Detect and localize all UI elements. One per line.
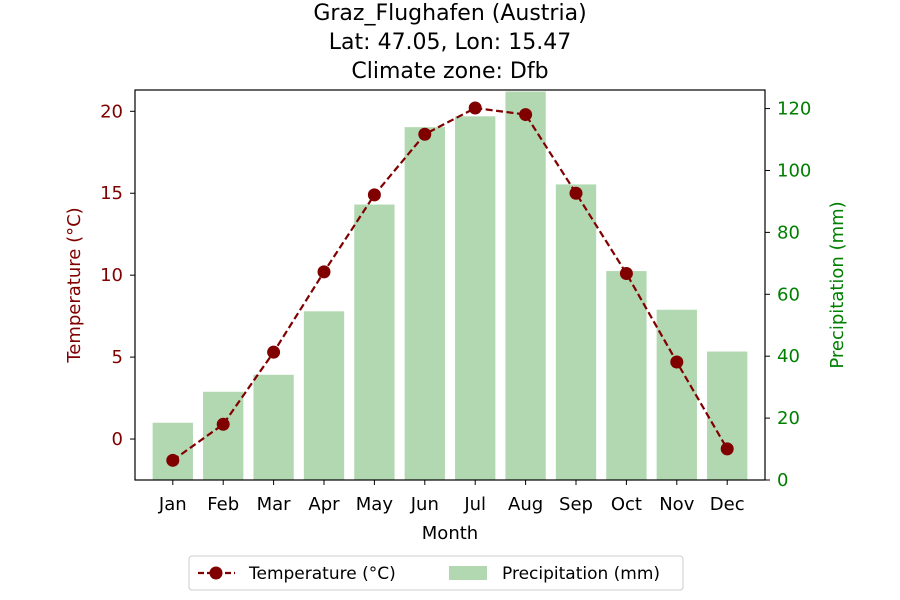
legend-temperature-marker	[209, 566, 223, 580]
left-y-tick-label: 10	[100, 265, 123, 286]
x-tick-label: Aug	[508, 494, 543, 515]
left-y-tick-label: 20	[100, 101, 123, 122]
right-y-tick-label: 60	[777, 284, 800, 305]
temperature-point	[619, 267, 633, 281]
plot-frame	[134, 89, 766, 481]
temperature-point	[216, 417, 230, 431]
x-axis-label: Month	[422, 523, 478, 544]
temperature-point	[418, 127, 432, 141]
precipitation-bar	[606, 271, 647, 480]
right-y-axis: 0 20 40 60 80 100 120	[765, 99, 811, 491]
temperature-point	[367, 188, 381, 202]
x-tick-label: Oct	[611, 494, 642, 515]
temperature-point	[519, 108, 533, 122]
right-y-tick-label: 40	[777, 346, 800, 367]
temperature-point	[267, 345, 281, 359]
right-y-tick-label: 80	[777, 222, 800, 243]
right-y-tick-label: 100	[777, 160, 811, 181]
precipitation-bar	[555, 184, 597, 480]
temperature-line	[166, 101, 734, 467]
legend-frame	[188, 555, 684, 591]
temperature-point	[720, 442, 734, 456]
precipitation-bar	[455, 116, 496, 481]
left-y-tick-label: 5	[112, 347, 123, 368]
right-y-tick-label: 20	[777, 408, 800, 429]
left-y-tick-label: 15	[100, 183, 123, 204]
temperature-point	[468, 101, 482, 115]
legend-temperature-label: Temperature (°C)	[248, 564, 396, 584]
x-tick-label: Nov	[659, 494, 694, 515]
x-tick-label: Jan	[158, 494, 187, 515]
temperature-point	[317, 265, 331, 279]
temperature-point	[166, 453, 180, 467]
precipitation-bar	[253, 374, 294, 480]
temperature-point	[670, 355, 684, 369]
x-tick-label: Jul	[463, 494, 486, 515]
right-axis-label: Precipitation (mm)	[827, 201, 848, 368]
chart-title-line-2: Lat: 47.05, Lon: 15.47	[329, 30, 571, 55]
temperature-line-path	[172, 106, 729, 462]
x-tick-label: Apr	[308, 494, 340, 515]
chart-title-line-1: Graz_Flughafen (Austria)	[313, 1, 586, 26]
legend-precipitation-label: Precipitation (mm)	[502, 564, 660, 584]
legend-precipitation-swatch	[449, 566, 487, 580]
right-y-tick-label: 0	[777, 470, 788, 491]
x-tick-label: Jun	[410, 494, 439, 515]
chart-title-line-3: Climate zone: Dfb	[351, 59, 548, 84]
left-axis-label: Temperature (°C)	[64, 207, 85, 363]
precipitation-bars	[152, 91, 748, 481]
x-axis: Jan Feb Mar Apr May Jun Jul Aug Sep Oct Nov Dec	[158, 480, 745, 515]
x-tick-label: Feb	[207, 494, 239, 515]
precipitation-bar	[656, 309, 697, 480]
x-tick-label: Sep	[559, 494, 593, 515]
left-y-tick-label: 0	[112, 429, 123, 450]
x-tick-label: May	[356, 494, 394, 515]
chart-title: Graz_Flughafen (Austria) Lat: 47.05, Lon…	[313, 1, 586, 84]
x-tick-label: Mar	[257, 494, 292, 515]
precipitation-bar	[505, 91, 546, 481]
temperature-point	[569, 186, 583, 200]
precipitation-bar	[707, 351, 748, 480]
left-y-axis: 0 5 10 15 20	[100, 101, 135, 450]
chart-legend: Temperature (°C) Precipitation (mm)	[188, 555, 684, 591]
precipitation-bar	[303, 311, 345, 480]
x-tick-label: Dec	[710, 494, 745, 515]
precipitation-bar	[404, 127, 445, 481]
precipitation-bar	[354, 204, 395, 480]
right-y-tick-label: 120	[777, 99, 811, 120]
